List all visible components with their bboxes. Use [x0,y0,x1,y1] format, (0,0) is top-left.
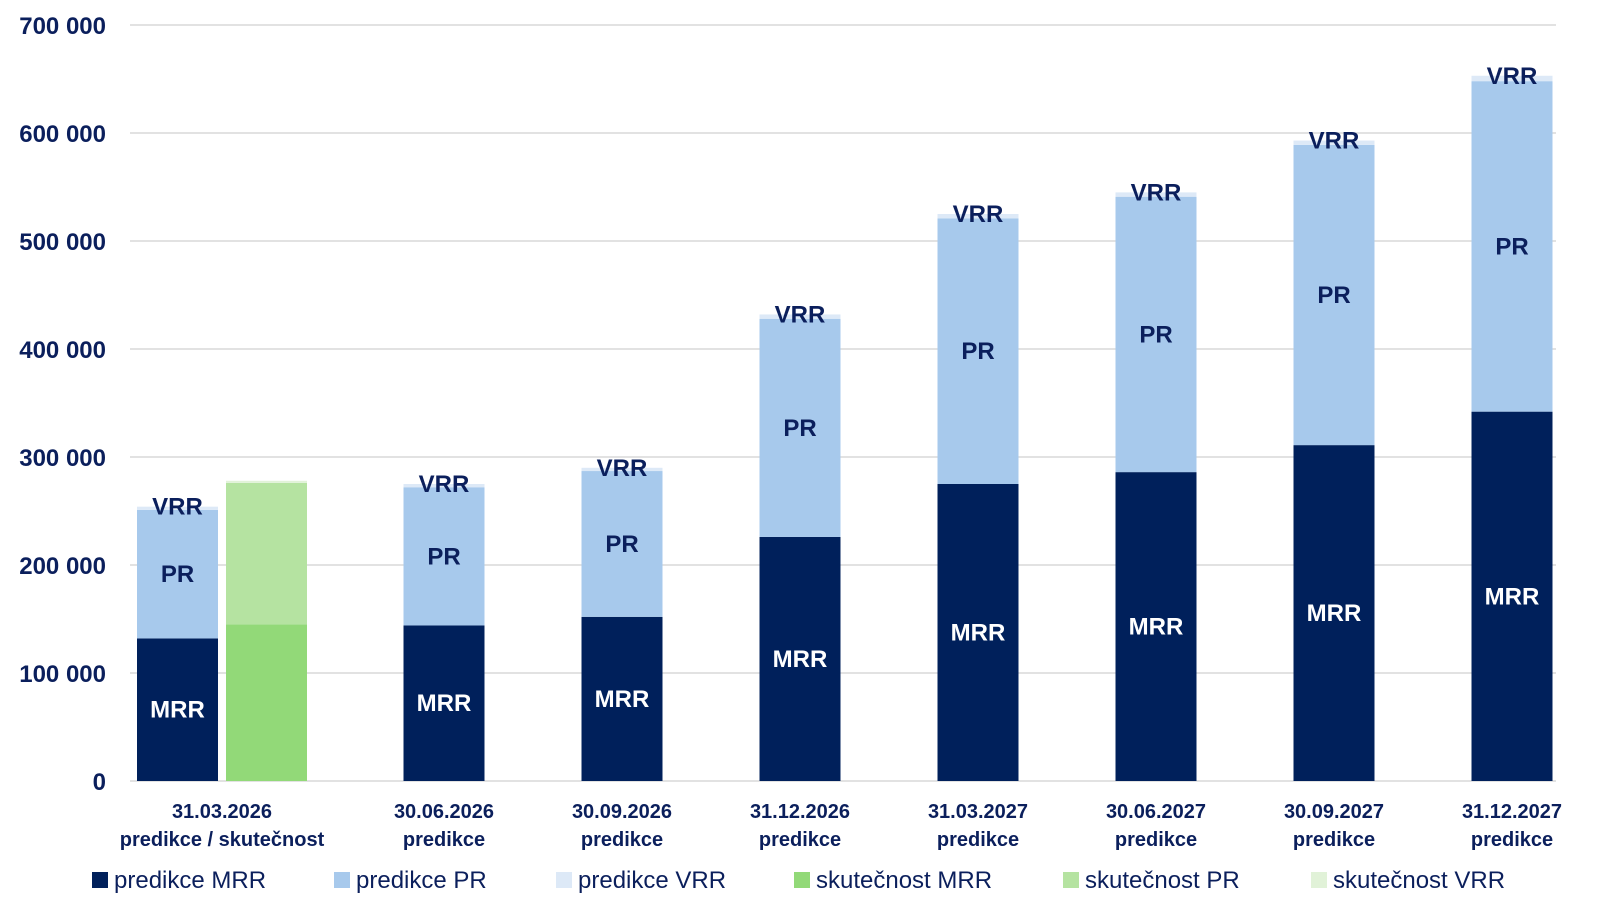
legend-label: skutečnost VRR [1333,867,1505,894]
bars [137,75,1553,781]
grid [130,24,1556,782]
y-tick-label: 600 000 [19,121,106,148]
data-label-mrr: MRR [150,697,205,724]
x-tick-sub: predikce [1293,829,1375,851]
data-label-pr: PR [783,415,816,442]
data-label-vrr: VRR [152,494,203,521]
data-label-mrr: MRR [1307,600,1362,627]
x-tick-sub: predikce / skutečnost [120,829,325,851]
y-tick-label: 300 000 [19,445,106,472]
bar-segment-predikce-mrr [137,638,218,781]
data-label-vrr: VRR [1131,179,1182,206]
data-label-pr: PR [605,531,638,558]
y-tick-label: 100 000 [19,661,106,688]
bar-segment-predikce-pr [1293,144,1375,446]
bar-segment-predikce-vrr [581,467,663,472]
data-label-vrr: VRR [775,301,826,328]
data-label-mrr: MRR [773,646,828,673]
y-tick-label: 200 000 [19,553,106,580]
bar-segment-predikce-pr [1115,196,1197,473]
legend-swatch [92,872,108,888]
legend-label: predikce MRR [114,867,266,894]
bar-segment-skutečnost-pr [226,482,307,625]
data-label-pr: PR [427,543,460,570]
bar-segment-predikce-mrr [1293,445,1375,781]
bar-segment-predikce-mrr [1471,411,1553,781]
data-label-vrr: VRR [597,455,648,482]
y-tick-label: 400 000 [19,337,106,364]
y-tick-label: 700 000 [19,13,106,40]
data-label-pr: PR [961,338,994,365]
legend-swatch [1063,872,1079,888]
x-tick-sub: predikce [759,829,841,851]
bar-segment-predikce-vrr [403,484,485,488]
legend-label: predikce PR [356,867,487,894]
bar-segment-skutečnost-mrr [226,624,307,781]
bar-segment-predikce-mrr [759,536,841,781]
x-tick-sub: predikce [581,829,663,851]
bar-segment-predikce-pr [937,218,1019,484]
data-label-mrr: MRR [951,620,1006,647]
data-label-pr: PR [1495,233,1528,260]
y-tick-label: 0 [93,769,106,796]
bar-segment-predikce-pr [137,509,218,639]
x-tick-date: 31.03.2027 [928,801,1028,823]
bar-segment-predikce-pr [1471,81,1553,412]
data-label-mrr: MRR [1485,583,1540,610]
x-tick-date: 31.12.2026 [750,801,850,823]
bar-segment-predikce-vrr [759,314,841,319]
bar-segment-predikce-pr [581,471,663,617]
legend: predikce MRR predikce PR predikce VRR skute… [92,867,1505,894]
segment-labels: MRR PR VRR MRR PR VRR MRR PR VRR MRR PR VRR MRR PR VRR… [150,63,1539,724]
x-tick-date: 31.12.2027 [1462,801,1562,823]
legend-label: skutečnost MRR [816,867,992,894]
x-tick-sub: predikce [1471,829,1553,851]
bar-segment-predikce-pr [759,318,841,537]
legend-label: predikce VRR [578,867,726,894]
data-label-vrr: VRR [1309,128,1360,155]
legend-swatch [334,872,350,888]
data-label-pr: PR [161,561,194,588]
bar-segment-predikce-vrr [937,214,1019,219]
data-label-vrr: VRR [419,471,470,498]
bar-segment-predikce-mrr [581,616,663,781]
bar-segment-predikce-mrr [937,484,1019,781]
bar-segment-skutečnost-vrr [226,480,307,483]
y-axis-ticks: 0 100 000 200 000 300 000 400 000 500 000 600 … [19,13,106,796]
bar-segment-predikce-vrr [1293,140,1375,145]
data-label-pr: PR [1317,282,1350,309]
legend-swatch [1311,872,1327,888]
legend-swatch [794,872,810,888]
bar-segment-predikce-vrr [1115,192,1197,197]
legend-label: skutečnost PR [1085,867,1240,894]
x-axis-ticks: 31.03.2026 predikce / skutečnost 30.06.202… [120,801,1562,851]
x-tick-sub: predikce [403,829,485,851]
x-tick-date: 30.09.2027 [1284,801,1384,823]
bar-segment-predikce-mrr [403,625,485,781]
x-tick-sub: predikce [1115,829,1197,851]
data-label-pr: PR [1139,321,1172,348]
bar-segment-predikce-vrr [137,506,218,510]
x-tick-date: 30.09.2026 [572,801,672,823]
x-tick-date: 31.03.2026 [172,801,272,823]
legend-swatch [556,872,572,888]
x-tick-date: 30.06.2027 [1106,801,1206,823]
x-tick-sub: predikce [937,829,1019,851]
x-tick-date: 30.06.2026 [394,801,494,823]
bar-segment-predikce-vrr [1471,75,1553,82]
bar-segment-predikce-mrr [1115,472,1197,781]
data-label-mrr: MRR [595,686,650,713]
data-label-mrr: MRR [417,690,472,717]
data-label-vrr: VRR [1487,63,1538,90]
data-label-vrr: VRR [953,201,1004,228]
bar-segment-predikce-pr [403,487,485,626]
data-label-mrr: MRR [1129,614,1184,641]
y-tick-label: 500 000 [19,229,106,256]
